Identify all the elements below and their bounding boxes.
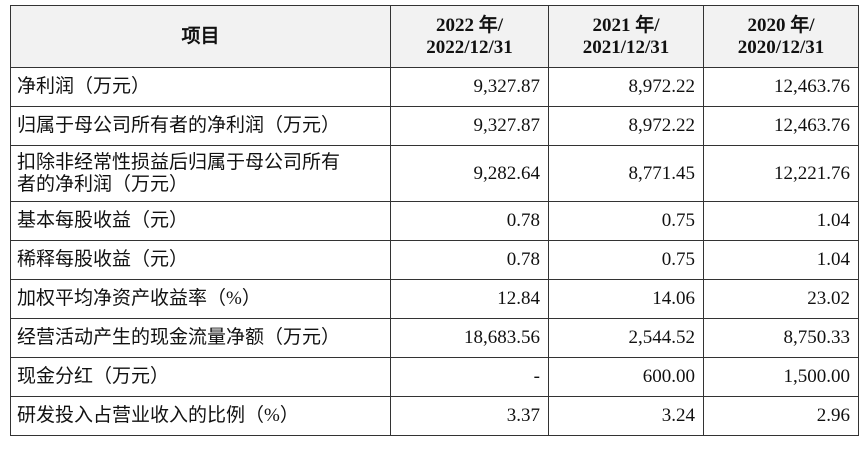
value-cell: 3.24 bbox=[548, 396, 704, 436]
cell-line: 项目 bbox=[181, 25, 220, 47]
cell-line: 2020 年/ bbox=[747, 14, 815, 36]
value-cell: 1.04 bbox=[703, 201, 859, 241]
row-label: 经营活动产生的现金流量净额（万元） bbox=[10, 318, 391, 358]
value-cell: 14.06 bbox=[548, 279, 704, 319]
table-row: 加权平均净资产收益率（%） 12.84 14.06 23.02 bbox=[10, 279, 859, 319]
value-cell: 1,500.00 bbox=[703, 357, 859, 397]
value-cell: 12,463.76 bbox=[703, 106, 859, 146]
value-cell: 3.37 bbox=[390, 396, 549, 436]
row-label: 净利润（万元） bbox=[10, 67, 391, 107]
cell-line: 2021/12/31 bbox=[582, 36, 670, 58]
value-cell: 8,771.45 bbox=[548, 145, 704, 202]
header-cell: 项目 bbox=[10, 5, 391, 68]
value-cell: 12,463.76 bbox=[703, 67, 859, 107]
financial-table: 项目 2022 年/2022/12/31 2021 年/2021/12/31 2020… bbox=[10, 5, 859, 436]
value-cell: 18,683.56 bbox=[390, 318, 549, 358]
row-label: 稀释每股收益（元） bbox=[10, 240, 391, 280]
table-row: 稀释每股收益（元） 0.78 0.75 1.04 bbox=[10, 240, 859, 280]
value-cell: 600.00 bbox=[548, 357, 704, 397]
row-label: 现金分红（万元） bbox=[10, 357, 391, 397]
value-cell: - bbox=[390, 357, 549, 397]
header-cell: 2021 年/2021/12/31 bbox=[548, 5, 704, 68]
table-row: 净利润（万元） 9,327.87 8,972.22 12,463.76 bbox=[10, 67, 859, 107]
value-cell: 9,327.87 bbox=[390, 106, 549, 146]
cell-line: 2022 年/ bbox=[435, 14, 504, 36]
value-cell: 2.96 bbox=[703, 396, 859, 436]
table-body: 净利润（万元） 9,327.87 8,972.22 12,463.76 归属于母公司所有… bbox=[10, 67, 859, 436]
cell-line: 2022/12/31 bbox=[426, 36, 513, 58]
row-label: 扣除非经常性损益后归属于母公司所有 者的净利润（万元） bbox=[10, 145, 391, 202]
table-row: 扣除非经常性损益后归属于母公司所有 者的净利润（万元） 9,282.64 8,771.… bbox=[10, 145, 859, 202]
value-cell: 23.02 bbox=[703, 279, 859, 319]
value-cell: 0.75 bbox=[548, 201, 704, 241]
table-row: 归属于母公司所有者的净利润（万元） 9,327.87 8,972.22 12,463.… bbox=[10, 106, 859, 146]
value-cell: 8,972.22 bbox=[548, 67, 704, 107]
row-label: 归属于母公司所有者的净利润（万元） bbox=[10, 106, 391, 146]
value-cell: 0.78 bbox=[390, 201, 549, 241]
value-cell: 0.78 bbox=[390, 240, 549, 280]
value-cell: 9,327.87 bbox=[390, 67, 549, 107]
table-row: 基本每股收益（元） 0.78 0.75 1.04 bbox=[10, 201, 859, 241]
value-cell: 8,972.22 bbox=[548, 106, 704, 146]
row-label: 基本每股收益（元） bbox=[10, 201, 391, 241]
value-cell: 12,221.76 bbox=[703, 145, 859, 202]
table-row: 现金分红（万元） -600.00 1,500.00 bbox=[10, 357, 859, 397]
table-row: 经营活动产生的现金流量净额（万元） 18,683.56 2,544.52 8,750.… bbox=[10, 318, 859, 358]
value-cell: 1.04 bbox=[703, 240, 859, 280]
header-cell: 2022 年/2022/12/31 bbox=[390, 5, 549, 68]
value-cell: 8,750.33 bbox=[703, 318, 859, 358]
value-cell: 12.84 bbox=[390, 279, 549, 319]
cell-line: 2021 年/ bbox=[592, 14, 660, 36]
cell-line: 者的净利润（万元） bbox=[17, 173, 189, 195]
cell-line: 2020/12/31 bbox=[737, 36, 825, 58]
value-cell: 0.75 bbox=[548, 240, 704, 280]
table-row: 研发投入占营业收入的比例（%） 3.37 3.24 2.96 bbox=[10, 396, 859, 436]
value-cell: 9,282.64 bbox=[390, 145, 549, 202]
header-cell: 2020 年/2020/12/31 bbox=[703, 5, 859, 68]
header-row: 项目 2022 年/2022/12/31 2021 年/2021/12/31 2020… bbox=[10, 5, 859, 68]
value-cell: 2,544.52 bbox=[548, 318, 704, 358]
row-label: 加权平均净资产收益率（%） bbox=[10, 279, 391, 319]
cell-line: 扣除非经常性损益后归属于母公司所有 bbox=[17, 151, 341, 173]
row-label: 研发投入占营业收入的比例（%） bbox=[10, 396, 391, 436]
